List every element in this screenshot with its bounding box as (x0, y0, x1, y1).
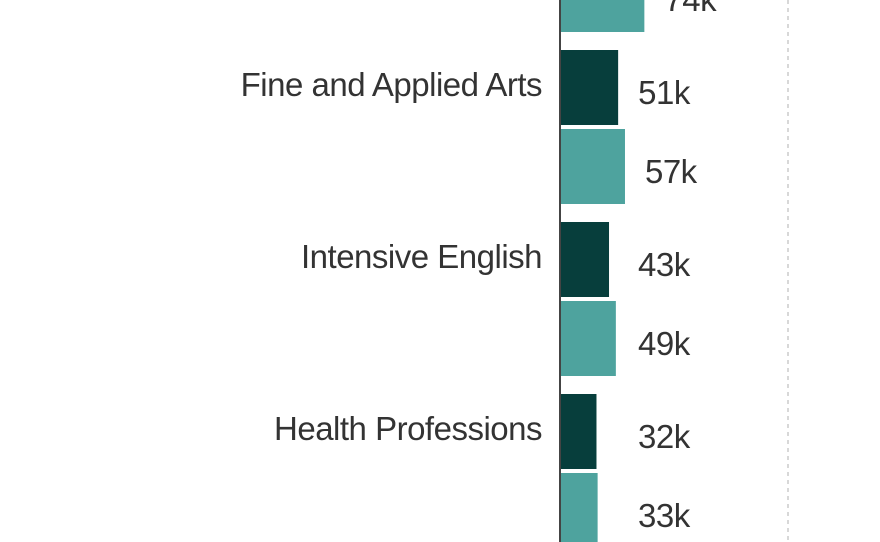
value-label: 51k (638, 74, 691, 111)
value-label: 57k (645, 153, 698, 190)
value-label: 74k (664, 0, 717, 18)
bar (560, 0, 645, 32)
value-label: 43k (638, 246, 691, 283)
category-label: Intensive English (301, 238, 542, 275)
category-label: Fine and Applied Arts (241, 66, 542, 103)
bar (560, 394, 597, 469)
value-label: 32k (638, 418, 691, 455)
bar (560, 129, 625, 204)
bar (560, 473, 598, 542)
value-label: 33k (638, 497, 691, 534)
bar (560, 222, 610, 297)
bar (560, 301, 616, 376)
value-label: 49k (638, 325, 691, 362)
category-label: Health Professions (274, 410, 542, 447)
bar (560, 50, 619, 125)
